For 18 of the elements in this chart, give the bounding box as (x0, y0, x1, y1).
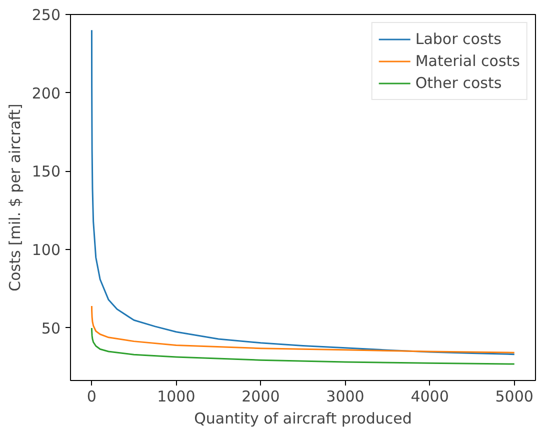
x-tick-label: 3000 (326, 388, 364, 406)
y-tick-label: 200 (32, 84, 61, 102)
y-tick-label: 250 (32, 6, 61, 24)
line-series (90, 327, 516, 365)
x-tick-label: 5000 (495, 388, 534, 406)
x-tick-label: 0 (86, 388, 96, 406)
legend-label: Labor costs (415, 30, 502, 48)
x-tick-label: 1000 (157, 388, 196, 406)
x-axis-title: Quantity of aircraft produced (194, 410, 412, 428)
y-axis-title: Costs [mil. $ per aircraft] (6, 104, 24, 292)
y-tick-label: 150 (32, 162, 61, 181)
x-tick-label: 2000 (242, 388, 280, 406)
x-tick-label: 4000 (410, 388, 449, 406)
y-tick-label: 100 (32, 241, 61, 260)
legend-label: Material costs (415, 52, 520, 70)
line-series (90, 305, 516, 354)
legend-label: Other costs (415, 74, 502, 92)
y-tick-label: 50 (41, 319, 61, 338)
